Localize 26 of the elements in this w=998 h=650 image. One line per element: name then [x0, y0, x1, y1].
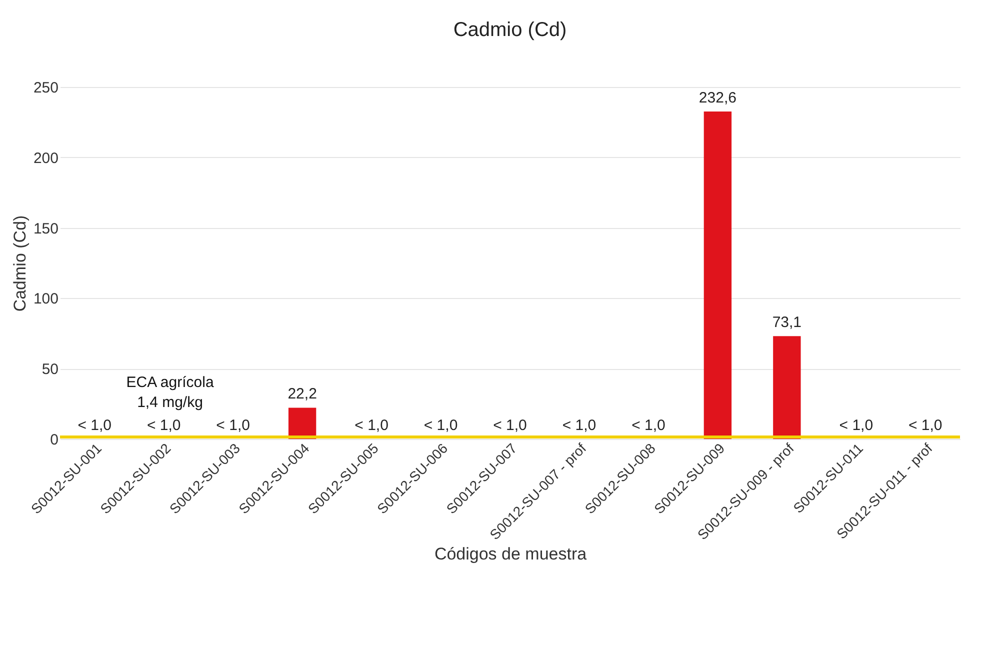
y-tick-label: 200 [33, 150, 58, 167]
text: < 1,0 [216, 417, 250, 434]
bar [288, 408, 316, 439]
data-label: 232,6 [698, 90, 736, 106]
y-axis-title: Cadmio (Cd) [10, 215, 30, 312]
y-tick-label: 100 [33, 290, 58, 308]
text: < 1,0 [632, 417, 666, 434]
chart-title: Cadmio (Cd) [453, 19, 567, 41]
text: < 1,0 [354, 417, 388, 434]
ref-line-label: ECA agrícola 1,4 mg/kg [126, 374, 214, 412]
data-label: 73,1 [772, 314, 802, 332]
text: < 1,0 [562, 417, 596, 434]
bar [704, 112, 732, 439]
text: < 1,0 [424, 417, 458, 434]
text: < 1,0 [78, 417, 112, 434]
y-tick-label: 0 [50, 432, 58, 448]
x-axis-title: Códigos de muestra [434, 544, 588, 564]
text: < 1,0 [908, 417, 942, 434]
text: < 1,0 [493, 417, 527, 434]
y-tick-label: 150 [33, 220, 58, 238]
y-tick-label: 50 [42, 361, 58, 378]
bar [773, 336, 801, 439]
y-tick-label: 250 [33, 80, 58, 96]
text: < 1,0 [839, 417, 874, 434]
data-label: 22,2 [288, 386, 317, 403]
text: < 1,0 [146, 417, 181, 434]
